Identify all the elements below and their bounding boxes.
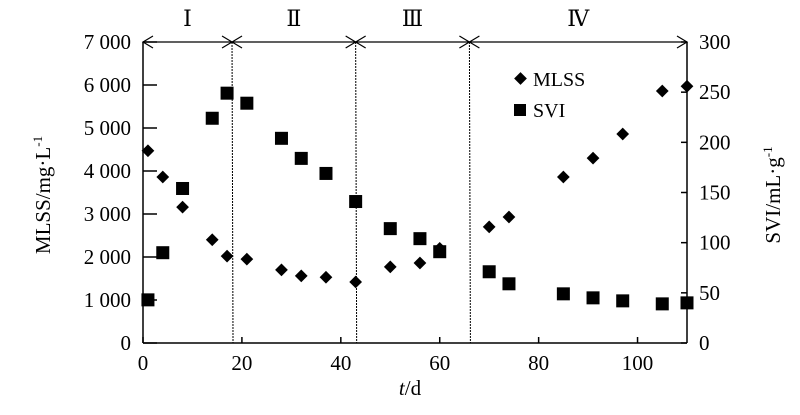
x-tick-label: 100 xyxy=(622,351,654,375)
mlss-point xyxy=(616,127,630,141)
y-right-tick-label: 50 xyxy=(699,281,720,305)
y-left-tick-label: 2 000 xyxy=(84,245,131,269)
phase-label: Ⅱ xyxy=(286,6,301,31)
mlss-point xyxy=(275,263,288,277)
svi-point xyxy=(220,86,234,100)
y-right-tick-label: 150 xyxy=(699,181,731,205)
svi-point xyxy=(156,246,170,260)
svi-point xyxy=(586,291,600,305)
phase-boundary-cross-icon xyxy=(221,35,243,49)
svi-point xyxy=(616,294,630,308)
mlss-point xyxy=(586,151,600,165)
arrow-head-icon xyxy=(676,35,689,49)
y-left-tick-label: 4 000 xyxy=(84,159,131,183)
svi-point xyxy=(383,222,397,236)
y-left-tick-label: 0 xyxy=(121,331,132,355)
arrow-head-icon xyxy=(141,35,154,49)
legend-label-svi: SVI xyxy=(533,100,565,122)
x-tick-label: 40 xyxy=(330,351,351,375)
mlss-point xyxy=(502,210,516,224)
x-axis-label: t/d xyxy=(399,376,422,400)
phase-boundary-line xyxy=(468,41,471,344)
mlss-point xyxy=(240,252,254,266)
y-axis-left-label: MLSS/mg·L-1 xyxy=(30,136,55,254)
svi-point xyxy=(205,111,219,125)
svi-point xyxy=(413,232,427,246)
x-tick-label: 20 xyxy=(231,351,252,375)
y-right-tick-label: 300 xyxy=(699,30,731,54)
svi-point xyxy=(141,293,155,307)
svi-point xyxy=(319,166,333,180)
svi-point xyxy=(655,297,669,311)
y-left-tick-label: 6 000 xyxy=(84,73,131,97)
mlss-point xyxy=(680,79,694,93)
phase-label: Ⅳ xyxy=(567,6,590,31)
phase-boundary-line xyxy=(355,41,358,344)
svi-point xyxy=(482,265,496,279)
y-right-tick-label: 200 xyxy=(699,130,731,154)
y-left-tick-label: 3 000 xyxy=(84,202,131,226)
phase-label: Ⅲ xyxy=(402,6,423,31)
svi-point xyxy=(176,181,190,195)
svi-point xyxy=(349,195,363,209)
svi-point xyxy=(680,296,694,310)
mlss-point xyxy=(205,233,219,247)
mlss-point xyxy=(383,260,397,274)
mlss-point xyxy=(294,269,308,283)
svi-point xyxy=(556,287,570,301)
y-axis-right-label: SVI/mL·g-1 xyxy=(760,146,785,243)
phase-label: Ⅰ xyxy=(183,6,192,31)
mlss-point xyxy=(319,270,333,284)
mlss-point xyxy=(141,144,155,158)
mlss-point xyxy=(413,256,427,270)
y-right-tick-label: 100 xyxy=(699,231,731,255)
y-left-tick-label: 5 000 xyxy=(84,116,131,140)
svi-point xyxy=(502,277,516,291)
mlss-point xyxy=(156,170,170,184)
y-left-tick-label: 7 000 xyxy=(84,30,131,54)
mlss-point xyxy=(349,275,363,289)
legend-label-mlss: MLSS xyxy=(533,69,585,91)
svi-point xyxy=(274,131,288,145)
y-right-tick-label: 250 xyxy=(699,80,731,104)
x-tick-label: 80 xyxy=(528,351,549,375)
y-right-tick-label: 0 xyxy=(699,331,710,355)
x-tick-label: 60 xyxy=(429,351,450,375)
mlss-point xyxy=(655,84,669,98)
mlss-point xyxy=(482,220,496,234)
svi-point xyxy=(294,151,308,165)
legend-marker-svi xyxy=(514,104,526,116)
mlss-point xyxy=(220,249,234,263)
x-tick-label: 0 xyxy=(138,351,149,375)
y-left-tick-label: 1 000 xyxy=(84,288,131,312)
mlss-point xyxy=(176,200,189,214)
mlss-point xyxy=(556,170,570,184)
svi-point xyxy=(433,245,447,259)
legend-marker-mlss xyxy=(514,72,527,85)
phase-boundary-line xyxy=(231,41,234,344)
legend: MLSS SVI xyxy=(514,69,585,122)
svi-point xyxy=(240,96,254,110)
